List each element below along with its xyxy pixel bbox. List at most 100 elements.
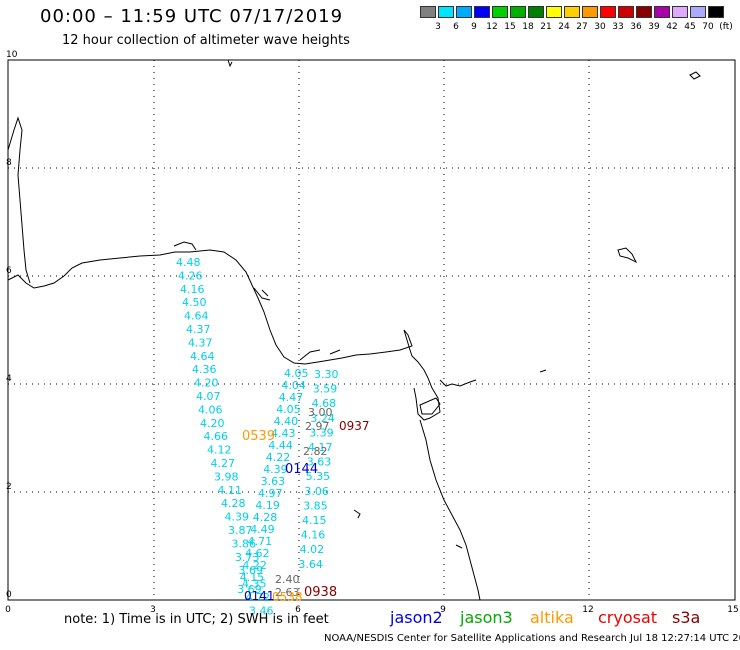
track-a-value: 4.26 [178, 269, 203, 282]
track-b-value: 3.69 [237, 583, 262, 596]
legend-label: 6 [453, 22, 459, 32]
map-frame [7, 59, 736, 601]
legend-label: 42 [666, 22, 678, 32]
track-b-value: 4.05 [284, 367, 309, 380]
legend-swatch [438, 6, 454, 18]
track-c-value: 3.85 [303, 499, 328, 512]
track-c-value: 3.59 [313, 383, 338, 396]
track-a-value: 4.50 [182, 296, 207, 309]
legend-swatch [456, 6, 472, 18]
track-c-value: 3.63 [307, 456, 332, 469]
legend-label: 45 [684, 22, 696, 32]
track-a-value: 3.98 [214, 470, 239, 483]
track-c-value: 4.68 [312, 397, 337, 410]
track-c-value: 4.17 [308, 441, 333, 454]
track-a-value: 4.28 [221, 497, 246, 510]
legend-label: 12 [486, 22, 498, 32]
track-b-value: 4.97 [258, 487, 283, 500]
track-a-value: 3.46 [249, 604, 274, 617]
y-tick-label: 2 [6, 482, 12, 492]
track-b-value: 4.22 [242, 559, 267, 572]
track-a-value: 3.86 [232, 537, 257, 550]
pass-time-label: 0141 [244, 589, 275, 603]
y-tick-label: 8 [6, 158, 12, 168]
x-tick-label: 9 [440, 605, 446, 615]
legend-label: 3 [435, 22, 441, 32]
track-a-value: 4.07 [196, 390, 221, 403]
track-a-value: 4.48 [176, 256, 201, 269]
legend-label: 33 [612, 22, 624, 32]
y-tick-label: 6 [6, 266, 12, 276]
track-b-value: 4.71 [248, 535, 273, 548]
grid-lines [8, 60, 735, 600]
track-a-value: 4.37 [186, 323, 211, 336]
track-c-value: 3.06 [304, 485, 329, 498]
legend-swatch [672, 6, 688, 18]
legend-label: 18 [522, 22, 534, 32]
track-c-value: 4.16 [301, 529, 326, 542]
track-gray-value: 2.97 [305, 420, 330, 433]
track-c-value: 3.64 [298, 558, 323, 571]
track-a-value: 4.39 [225, 511, 250, 524]
track-b-value: 4.44 [268, 439, 293, 452]
pass-time-label: 0144 [285, 462, 318, 477]
pass-time-label: 0538 [272, 590, 303, 604]
satellite-altika: altika [530, 608, 574, 627]
track-a-value: 4.64 [184, 310, 209, 323]
legend-swatch [618, 6, 634, 18]
x-tick-label: 6 [295, 605, 301, 615]
track-a-value: 4.20 [194, 377, 219, 390]
x-axis-ticks: 0 3 6 9 12 15 [5, 605, 739, 615]
x-tick-label: 0 [5, 605, 11, 615]
y-tick-label: 4 [6, 374, 12, 384]
track-b-value: 4.62 [245, 547, 270, 560]
track-b-value: 4.47 [279, 391, 304, 404]
track-a-value: 4.06 [198, 403, 223, 416]
legend-swatch [636, 6, 652, 18]
track-b-value: 4.15 [240, 571, 264, 584]
page-title: 00:00 – 11:59 UTC 07/17/2019 [40, 6, 344, 27]
legend-swatch [654, 6, 670, 18]
legend-label: 30 [594, 22, 606, 32]
y-tick-label: 0 [6, 590, 12, 600]
satellite-jason3: jason3 [460, 608, 513, 627]
legend-swatch [564, 6, 580, 18]
legend-label: 9 [471, 22, 477, 32]
track-a-value: 3.69 [239, 564, 264, 577]
legend-label: 27 [576, 22, 588, 32]
track-a-value: 4.12 [207, 444, 232, 457]
satellite-s3a: s3a [672, 608, 701, 627]
legend-swatch [474, 6, 490, 18]
track-c-value: 4.02 [300, 543, 325, 556]
y-axis-ticks: 0 2 4 6 8 10 [6, 50, 18, 600]
legend-unit: (ft) [719, 22, 733, 32]
legend-swatch [528, 6, 544, 18]
track-a-value: 4.64 [190, 350, 215, 363]
x-tick-label: 12 [582, 605, 593, 615]
track-a-value: 4.37 [188, 336, 213, 349]
track-b-value: 4.39 [263, 463, 288, 476]
altimeter-tracks: 4.484.264.164.504.644.374.374.644.364.20… [176, 256, 370, 617]
track-b-value: 4.40 [274, 415, 299, 428]
note-text: note: 1) Time is in UTC; 2) SWH is in fe… [64, 612, 329, 627]
pass-time-label: 0937 [339, 419, 370, 433]
legend-label: 70 [702, 22, 714, 32]
track-gray-value: 2.40 [275, 573, 300, 586]
track-b-value: 4.28 [253, 511, 277, 524]
track-c-value: 3.24 [310, 412, 335, 425]
track-a-value: 4.35 [242, 578, 267, 591]
legend-label: 15 [504, 22, 516, 32]
legend-label: 21 [540, 22, 552, 32]
x-tick-label: 15 [727, 605, 738, 615]
track-a-value: 3.73 [235, 551, 260, 564]
track-a-value: 4.11 [218, 484, 243, 497]
track-a-value: 4.66 [204, 430, 229, 443]
track-b-value: 4.19 [255, 499, 280, 512]
credit-text: NOAA/NESDIS Center for Satellite Applica… [324, 633, 740, 644]
track-gray-value: 2.82 [303, 445, 328, 458]
track-a-value: 4.27 [211, 457, 236, 470]
legend-swatch [420, 6, 436, 18]
track-b-value: 4.05 [276, 403, 301, 416]
track-gray-value: 3.00 [308, 406, 333, 419]
